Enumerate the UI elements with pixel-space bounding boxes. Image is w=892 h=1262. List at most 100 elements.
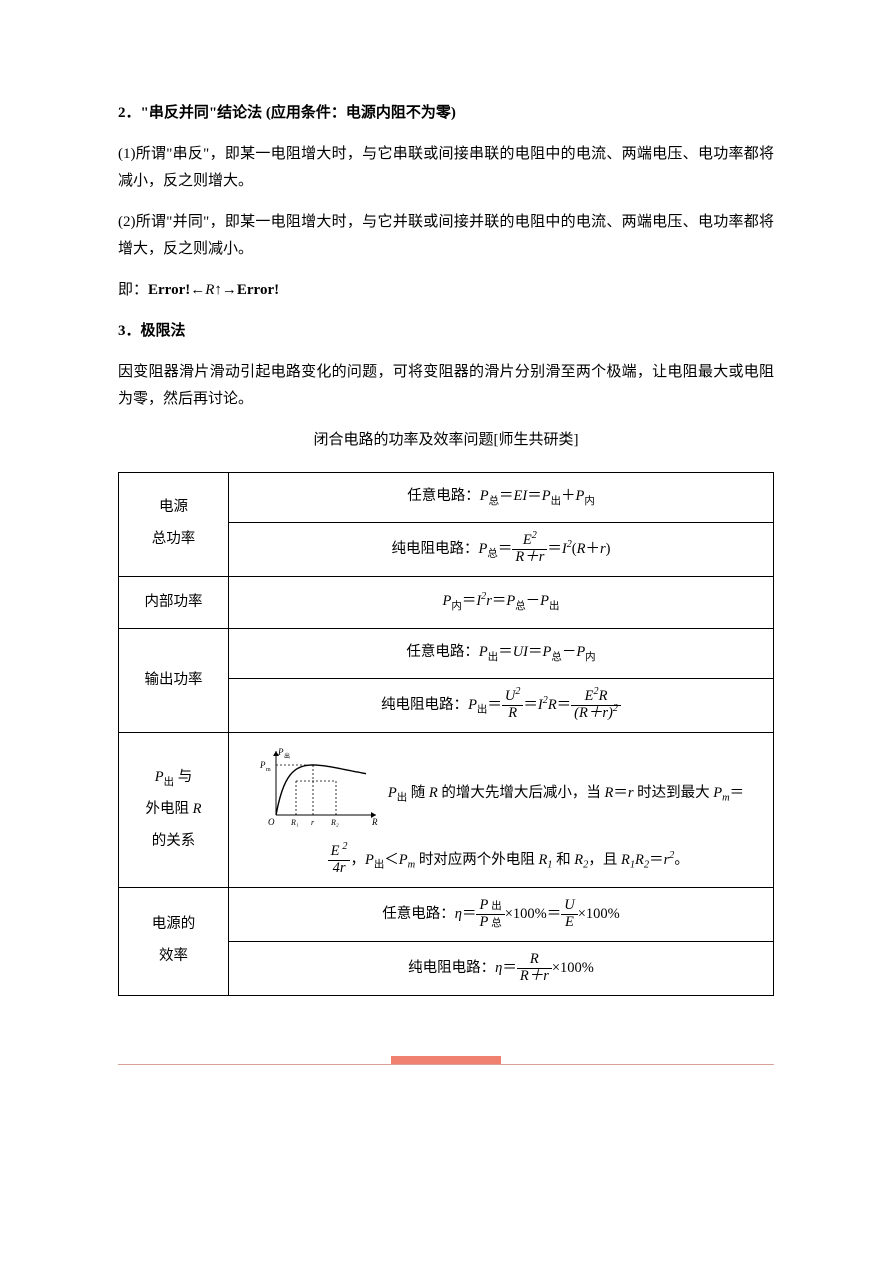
sym: － [562,644,577,660]
sym: ＝ [523,697,538,713]
var-R: R [205,282,214,298]
txt: ×100% [552,960,594,976]
sym: ＝ [462,593,477,609]
arrow-right: → [222,282,237,298]
section-3-title: 3．极限法 [118,318,774,345]
label-text: 外电阻 [146,801,193,817]
label-text: 电源 [159,499,188,515]
sym: ＝ [498,644,513,660]
sub: 总 [487,548,497,559]
sym: η [455,906,462,922]
sub: 总 [489,496,499,507]
sym: ＝ [492,593,507,609]
sym: P [480,488,489,504]
sym: P [155,769,164,785]
row1a-cell: 任意电路：P总＝EI＝P出＋P内 [229,473,774,523]
txt: 和 [553,852,575,868]
error-text-1: Error! [148,282,190,298]
row1-label: 电源 总功率 [119,473,229,577]
txt: ×100% [505,906,547,922]
sub: 出 [488,652,498,663]
sub: 内 [585,652,595,663]
sub: 出 [397,793,407,804]
sym: U [513,644,523,660]
sym: P [468,697,477,713]
sym: P [506,593,515,609]
table-caption: 闭合电路的功率及效率问题[师生共研类] [118,427,774,454]
fraction: UE [561,898,577,931]
power-table: 电源 总功率 任意电路：P总＝EI＝P出＋P内 纯电阻电路：P总＝E2R＋r＝I… [118,472,774,996]
sym: P [365,852,374,868]
para-3: 即：Error!←R↑→Error! [118,277,774,304]
sym: － [526,593,541,609]
prefix: 任意电路： [407,488,480,504]
svg-text:出: 出 [284,752,290,760]
row5a-cell: 任意电路：η＝P 出P 总×100%＝UE×100% [229,887,774,941]
fraction: E 24r [328,844,351,877]
row2-cell: P内＝I2r＝P总－P出 [229,576,774,629]
sub: 总 [551,652,561,663]
sym: R [604,785,613,801]
label-text: 效率 [159,948,188,964]
sym: R [548,697,557,713]
row2-label: 内部功率 [119,576,229,629]
svg-text:P: P [259,760,266,770]
txt: ， [350,852,365,868]
fraction: E2R(R＋r)2 [571,689,621,722]
svg-text:P: P [277,747,284,757]
svg-text:R: R [371,817,378,827]
sym: ＝ [462,906,477,922]
sym: ＝ [528,644,543,660]
txt: 的增大先增大后减小，当 [438,785,605,801]
row5-label: 电源的 效率 [119,887,229,995]
section-2-title: 2．"串反并同"结论法 (应用条件：电源内阻不为零) [118,100,774,127]
footer-accent-bar [391,1056,501,1064]
sym: ＝ [502,960,517,976]
svg-text:R₂: R₂ [330,818,339,827]
sym: r [600,540,606,556]
sub: 出 [374,860,384,871]
sub: 出 [551,496,561,507]
label-text: 电源的 [152,916,196,932]
para-1: (1)所谓"串反"，即某一电阻增大时，与它串联或间接串联的电阻中的电流、两端电压… [118,141,774,195]
svg-text:R₁: R₁ [290,818,299,827]
prefix: 纯电阻电路： [408,960,495,976]
sym: ＝ [547,540,562,556]
sym: P [576,644,585,660]
sym: R [193,801,202,817]
sym: P [713,785,722,801]
sym: P [540,593,549,609]
sub: 出 [164,777,174,788]
sub: m [722,793,730,804]
label-text: 的关系 [152,833,196,849]
fraction: P 出P 总 [476,898,504,931]
sym: ＋ [561,488,576,504]
label-ji: 即： [118,282,148,298]
error-text-2: Error! [237,282,279,298]
sub: 总 [515,601,525,612]
sym: R [635,852,644,868]
power-curve-graph: P出PmOR₁rR₂R [258,743,388,844]
svg-text:r: r [311,818,315,827]
sym: R [538,852,547,868]
sym: ＋ [585,540,600,556]
svg-text:m: m [266,767,271,773]
sub: 内 [451,601,461,612]
sub: 内 [584,496,594,507]
sym: ＝ [649,852,664,868]
sym: ＝ [613,785,628,801]
sym: ＝ [527,488,542,504]
row3b-cell: 纯电阻电路：P出＝U2R＝I2R＝E2R(R＋r)2 [229,679,774,733]
prefix: 纯电阻电路： [392,540,479,556]
sym: ＝ [557,697,572,713]
sym: P [388,785,397,801]
sub: 出 [477,705,487,716]
txt: ，且 [588,852,621,868]
sym: ＝ [730,785,745,801]
row4-cell: P出PmOR₁rR₂R P出 随 R 的增大先增大后减小，当 R＝r 时达到最大… [229,732,774,887]
sym: ＝ [547,906,562,922]
txt: ×100% [578,906,620,922]
sym: ＝ [487,697,502,713]
sup: 2 [567,539,572,550]
sym: P [542,488,551,504]
